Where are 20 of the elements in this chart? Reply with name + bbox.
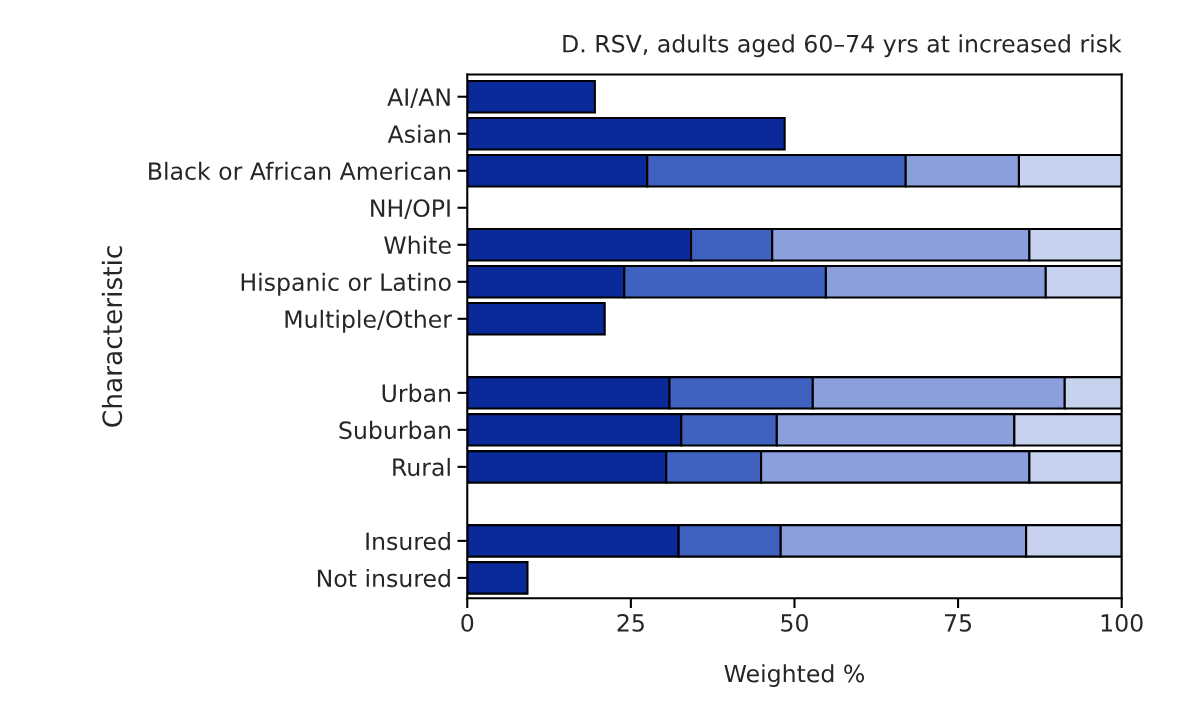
x-tick-label: 0 [461, 613, 474, 632]
x-tick-label: 100 [1101, 613, 1143, 632]
y-tick-label: White [384, 235, 451, 255]
y-tick-label: Multiple/Other [285, 309, 452, 333]
y-tick-label: Suburban [339, 420, 450, 440]
chart-title: D. RSV, adults aged 60–74 yrs at increased risk [563, 34, 1122, 58]
y-tick-label: NH/OPI [371, 199, 450, 219]
x-tick-label: 75 [944, 614, 972, 632]
y-tick-label: Urban [382, 383, 450, 403]
y-tick-label: Insured [366, 531, 450, 551]
y-axis-title: Characteristic [101, 246, 123, 427]
y-tick-label: AI/AN [387, 88, 450, 108]
x-tick-label: 25 [617, 613, 644, 632]
x-tick-label: 50 [781, 613, 808, 632]
y-tick-label: Rural [393, 457, 450, 477]
y-tick-label: Black or African American [149, 161, 450, 181]
x-axis-title: Weighted % [724, 664, 865, 688]
y-tick-label: Hispanic or Latino [241, 272, 451, 296]
y-tick-label: Not insured [317, 568, 450, 588]
y-tick-label: Asian [387, 124, 450, 144]
